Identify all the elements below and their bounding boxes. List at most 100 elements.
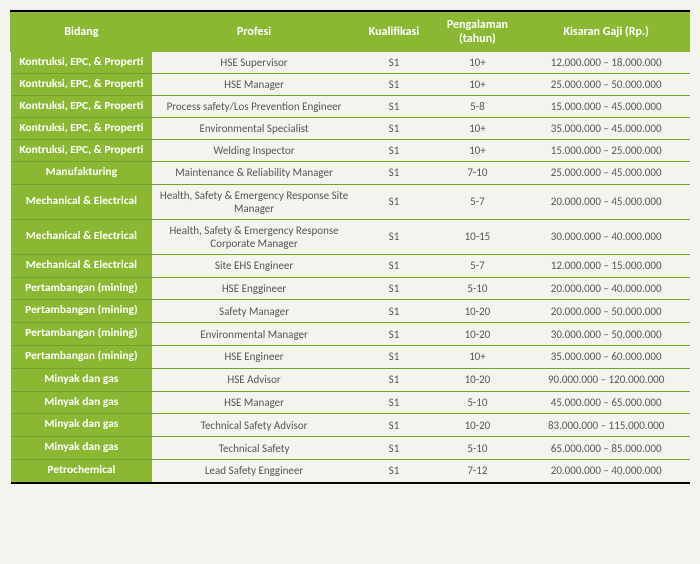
cell-pengalaman: 10+: [432, 74, 523, 96]
cell-pengalaman: 10-20: [432, 414, 523, 437]
cell-profesi: Lead Safety Enggineer: [152, 459, 356, 482]
col-bidang: Bidang: [11, 11, 153, 52]
table-row: Pertambangan (mining)Environmental Manag…: [11, 323, 690, 346]
cell-kualifikasi: S1: [356, 52, 432, 74]
cell-profesi: Environmental Manager: [152, 323, 356, 346]
cell-profesi: HSE Manager: [152, 74, 356, 96]
cell-pengalaman: 7-10: [432, 162, 523, 185]
cell-gaji: 20.000.000 – 40.000.000: [523, 459, 690, 482]
table-row: Kontruksi, EPC, & PropertiWelding Inspec…: [11, 140, 690, 162]
cell-bidang: Pertambangan (mining): [11, 323, 153, 346]
cell-bidang: Mechanical & Electrical: [11, 254, 153, 277]
cell-bidang: Pertambangan (mining): [11, 300, 153, 323]
cell-gaji: 25.000.000 – 45.000.000: [523, 162, 690, 185]
cell-profesi: Technical Safety Advisor: [152, 414, 356, 437]
cell-profesi: HSE Enggineer: [152, 277, 356, 300]
cell-kualifikasi: S1: [356, 368, 432, 391]
cell-pengalaman: 10+: [432, 118, 523, 140]
table-row: Minyak dan gasTechnical SafetyS15-1065.0…: [11, 437, 690, 460]
table-row: Pertambangan (mining)Safety ManagerS110-…: [11, 300, 690, 323]
table-row: Minyak dan gasHSE ManagerS15-1045.000.00…: [11, 391, 690, 414]
table-body: Kontruksi, EPC, & PropertiHSE Supervisor…: [11, 52, 690, 483]
col-profesi: Profesi: [152, 11, 356, 52]
cell-kualifikasi: S1: [356, 162, 432, 185]
cell-profesi: Welding Inspector: [152, 140, 356, 162]
cell-kualifikasi: S1: [356, 414, 432, 437]
cell-profesi: Environmental Specialist: [152, 118, 356, 140]
col-kualifikasi: Kualifikasi: [356, 11, 432, 52]
cell-pengalaman: 10+: [432, 140, 523, 162]
cell-profesi: Health, Safety & Emergency Response Corp…: [152, 219, 356, 254]
cell-bidang: Petrochemical: [11, 459, 153, 482]
cell-gaji: 65.000.000 – 85.000.000: [523, 437, 690, 460]
cell-pengalaman: 10-20: [432, 323, 523, 346]
cell-kualifikasi: S1: [356, 277, 432, 300]
col-gaji: Kisaran Gaji (Rp.): [523, 11, 690, 52]
table-row: Kontruksi, EPC, & PropertiEnvironmental …: [11, 118, 690, 140]
col-pengalaman: Pengalaman (tahun): [432, 11, 523, 52]
cell-gaji: 20.000.000 – 40.000.000: [523, 277, 690, 300]
cell-bidang: Minyak dan gas: [11, 391, 153, 414]
cell-bidang: Manufakturing: [11, 162, 153, 185]
cell-bidang: Minyak dan gas: [11, 368, 153, 391]
cell-gaji: 25.000.000 – 50.000.000: [523, 74, 690, 96]
table-row: Mechanical & ElectricalSite EHS Engineer…: [11, 254, 690, 277]
cell-kualifikasi: S1: [356, 459, 432, 482]
cell-bidang: Mechanical & Electrical: [11, 219, 153, 254]
cell-pengalaman: 10+: [432, 345, 523, 368]
table-header: Bidang Profesi Kualifikasi Pengalaman (t…: [11, 11, 690, 52]
cell-pengalaman: 10-20: [432, 300, 523, 323]
table-row: Kontruksi, EPC, & PropertiHSE ManagerS11…: [11, 74, 690, 96]
cell-pengalaman: 10-15: [432, 219, 523, 254]
cell-bidang: Minyak dan gas: [11, 437, 153, 460]
cell-profesi: Safety Manager: [152, 300, 356, 323]
cell-gaji: 12.000.000 – 15.000.000: [523, 254, 690, 277]
table-row: Minyak dan gasHSE AdvisorS110-2090.000.0…: [11, 368, 690, 391]
cell-profesi: Maintenance & Reliability Manager: [152, 162, 356, 185]
table-row: Mechanical & ElectricalHealth, Safety & …: [11, 219, 690, 254]
cell-profesi: HSE Supervisor: [152, 52, 356, 74]
table-row: ManufakturingMaintenance & Reliability M…: [11, 162, 690, 185]
cell-gaji: 35.000.000 – 60.000.000: [523, 345, 690, 368]
cell-kualifikasi: S1: [356, 254, 432, 277]
cell-kualifikasi: S1: [356, 184, 432, 219]
cell-pengalaman: 10+: [432, 52, 523, 74]
cell-profesi: Health, Safety & Emergency Response Site…: [152, 184, 356, 219]
cell-pengalaman: 5-10: [432, 437, 523, 460]
cell-bidang: Kontruksi, EPC, & Properti: [11, 140, 153, 162]
cell-profesi: Technical Safety: [152, 437, 356, 460]
cell-kualifikasi: S1: [356, 437, 432, 460]
cell-bidang: Kontruksi, EPC, & Properti: [11, 96, 153, 118]
cell-bidang: Kontruksi, EPC, & Properti: [11, 118, 153, 140]
cell-pengalaman: 5-8: [432, 96, 523, 118]
cell-bidang: Pertambangan (mining): [11, 277, 153, 300]
cell-kualifikasi: S1: [356, 96, 432, 118]
cell-bidang: Pertambangan (mining): [11, 345, 153, 368]
cell-pengalaman: 7-12: [432, 459, 523, 482]
cell-pengalaman: 10-20: [432, 368, 523, 391]
cell-kualifikasi: S1: [356, 140, 432, 162]
table-row: Mechanical & ElectricalHealth, Safety & …: [11, 184, 690, 219]
cell-gaji: 90.000.000 – 120.000.000: [523, 368, 690, 391]
table-row: PetrochemicalLead Safety EnggineerS17-12…: [11, 459, 690, 482]
cell-gaji: 20.000.000 – 50.000.000: [523, 300, 690, 323]
cell-gaji: 30.000.000 – 50.000.000: [523, 323, 690, 346]
cell-gaji: 15.000.000 – 25.000.000: [523, 140, 690, 162]
cell-pengalaman: 5-7: [432, 254, 523, 277]
cell-gaji: 83.000.000 – 115.000.000: [523, 414, 690, 437]
cell-kualifikasi: S1: [356, 219, 432, 254]
cell-pengalaman: 5-10: [432, 277, 523, 300]
cell-kualifikasi: S1: [356, 323, 432, 346]
cell-bidang: Kontruksi, EPC, & Properti: [11, 74, 153, 96]
cell-bidang: Mechanical & Electrical: [11, 184, 153, 219]
cell-gaji: 15.000.000 – 45.000.000: [523, 96, 690, 118]
cell-profesi: HSE Manager: [152, 391, 356, 414]
cell-profesi: Process safety/Los Prevention Engineer: [152, 96, 356, 118]
cell-kualifikasi: S1: [356, 118, 432, 140]
cell-gaji: 45.000.000 – 65.000.000: [523, 391, 690, 414]
cell-gaji: 30.000.000 – 40.000.000: [523, 219, 690, 254]
salary-table: Bidang Profesi Kualifikasi Pengalaman (t…: [10, 10, 690, 484]
cell-kualifikasi: S1: [356, 345, 432, 368]
table-row: Kontruksi, EPC, & PropertiProcess safety…: [11, 96, 690, 118]
cell-profesi: HSE Engineer: [152, 345, 356, 368]
